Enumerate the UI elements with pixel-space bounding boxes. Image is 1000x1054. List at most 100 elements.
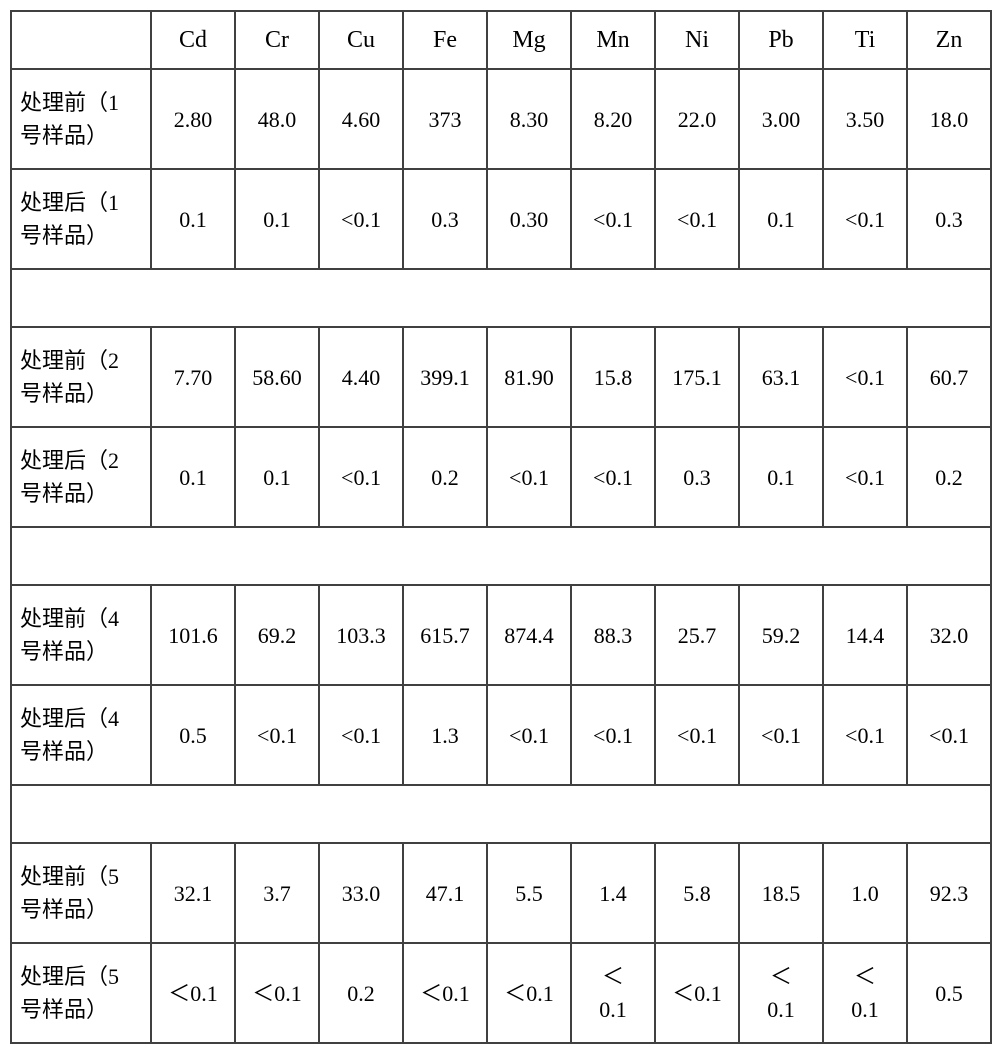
data-cell: 7.70: [151, 327, 235, 427]
column-header: Mn: [571, 11, 655, 69]
data-cell: 103.3: [319, 585, 403, 685]
spacer-cell: [11, 785, 991, 843]
data-cell: 399.1: [403, 327, 487, 427]
data-cell: 32.1: [151, 843, 235, 943]
data-cell: 8.30: [487, 69, 571, 169]
data-cell: 15.8: [571, 327, 655, 427]
data-cell: 1.0: [823, 843, 907, 943]
data-cell: <0.1: [823, 685, 907, 785]
table-row: 处理后（5号样品）＜0.1＜0.10.2＜0.1＜0.1＜0.1＜0.1＜0.1…: [11, 943, 991, 1043]
data-cell: ＜0.1: [655, 943, 739, 1043]
data-cell: 0.1: [151, 169, 235, 269]
data-cell: <0.1: [487, 685, 571, 785]
data-cell: 59.2: [739, 585, 823, 685]
data-cell: 63.1: [739, 327, 823, 427]
data-cell: <0.1: [907, 685, 991, 785]
data-cell: <0.1: [319, 169, 403, 269]
table-row: 处理前（2号样品）7.7058.604.40399.181.9015.8175.…: [11, 327, 991, 427]
data-cell: 373: [403, 69, 487, 169]
data-table: CdCrCuFeMgMnNiPbTiZn处理前（1号样品）2.8048.04.6…: [10, 10, 992, 1044]
spacer-row: [11, 527, 991, 585]
data-cell: 3.00: [739, 69, 823, 169]
column-header: Cd: [151, 11, 235, 69]
data-cell: 0.1: [739, 427, 823, 527]
data-cell: 32.0: [907, 585, 991, 685]
data-cell: 92.3: [907, 843, 991, 943]
data-cell: <0.1: [319, 427, 403, 527]
column-header: [11, 11, 151, 69]
data-cell: 0.30: [487, 169, 571, 269]
data-cell: ＜0.1: [739, 943, 823, 1043]
row-label: 处理前（2号样品）: [11, 327, 151, 427]
data-cell: <0.1: [655, 685, 739, 785]
data-cell: ＜0.1: [487, 943, 571, 1043]
row-label: 处理前（5号样品）: [11, 843, 151, 943]
data-cell: 0.3: [403, 169, 487, 269]
data-cell: 101.6: [151, 585, 235, 685]
table-body: CdCrCuFeMgMnNiPbTiZn处理前（1号样品）2.8048.04.6…: [11, 11, 991, 1043]
header-row: CdCrCuFeMgMnNiPbTiZn: [11, 11, 991, 69]
data-cell: <0.1: [823, 169, 907, 269]
data-cell: 0.1: [739, 169, 823, 269]
column-header: Cr: [235, 11, 319, 69]
data-cell: 0.1: [235, 427, 319, 527]
data-cell: <0.1: [571, 169, 655, 269]
row-label: 处理后（5号样品）: [11, 943, 151, 1043]
row-label: 处理后（1号样品）: [11, 169, 151, 269]
data-cell: <0.1: [487, 427, 571, 527]
table-row: 处理前（4号样品）101.669.2103.3615.7874.488.325.…: [11, 585, 991, 685]
data-cell: 14.4: [823, 585, 907, 685]
data-cell: 615.7: [403, 585, 487, 685]
column-header: Pb: [739, 11, 823, 69]
column-header: Ni: [655, 11, 739, 69]
data-cell: 175.1: [655, 327, 739, 427]
data-cell: ＜0.1: [403, 943, 487, 1043]
data-cell: 874.4: [487, 585, 571, 685]
data-cell: 0.1: [151, 427, 235, 527]
data-cell: ＜0.1: [151, 943, 235, 1043]
data-cell: <0.1: [823, 427, 907, 527]
data-cell: <0.1: [571, 685, 655, 785]
row-label: 处理后（2号样品）: [11, 427, 151, 527]
data-cell: 0.3: [655, 427, 739, 527]
data-cell: 5.5: [487, 843, 571, 943]
row-label: 处理前（1号样品）: [11, 69, 151, 169]
data-cell: ＜0.1: [235, 943, 319, 1043]
data-cell: 22.0: [655, 69, 739, 169]
spacer-cell: [11, 269, 991, 327]
table-row: 处理后（1号样品）0.10.1<0.10.30.30<0.1<0.10.1<0.…: [11, 169, 991, 269]
data-cell: ＜0.1: [823, 943, 907, 1043]
data-cell: 1.3: [403, 685, 487, 785]
data-cell: 4.60: [319, 69, 403, 169]
column-header: Ti: [823, 11, 907, 69]
data-cell: 25.7: [655, 585, 739, 685]
data-cell: <0.1: [823, 327, 907, 427]
column-header: Mg: [487, 11, 571, 69]
data-cell: 0.2: [319, 943, 403, 1043]
data-cell: 3.7: [235, 843, 319, 943]
data-cell: 5.8: [655, 843, 739, 943]
spacer-row: [11, 785, 991, 843]
data-cell: 0.2: [403, 427, 487, 527]
data-cell: 88.3: [571, 585, 655, 685]
data-cell: 1.4: [571, 843, 655, 943]
table-row: 处理前（1号样品）2.8048.04.603738.308.2022.03.00…: [11, 69, 991, 169]
data-cell: 0.2: [907, 427, 991, 527]
data-cell: <0.1: [739, 685, 823, 785]
data-cell: 2.80: [151, 69, 235, 169]
data-cell: <0.1: [571, 427, 655, 527]
column-header: Fe: [403, 11, 487, 69]
row-label: 处理前（4号样品）: [11, 585, 151, 685]
data-cell: 81.90: [487, 327, 571, 427]
data-cell: 47.1: [403, 843, 487, 943]
spacer-cell: [11, 527, 991, 585]
column-header: Zn: [907, 11, 991, 69]
data-cell: <0.1: [319, 685, 403, 785]
data-cell: 18.0: [907, 69, 991, 169]
data-cell: 69.2: [235, 585, 319, 685]
data-cell: 58.60: [235, 327, 319, 427]
data-cell: ＜0.1: [571, 943, 655, 1043]
table-row: 处理前（5号样品）32.13.733.047.15.51.45.818.51.0…: [11, 843, 991, 943]
data-cell: 3.50: [823, 69, 907, 169]
table-row: 处理后（4号样品）0.5<0.1<0.11.3<0.1<0.1<0.1<0.1<…: [11, 685, 991, 785]
